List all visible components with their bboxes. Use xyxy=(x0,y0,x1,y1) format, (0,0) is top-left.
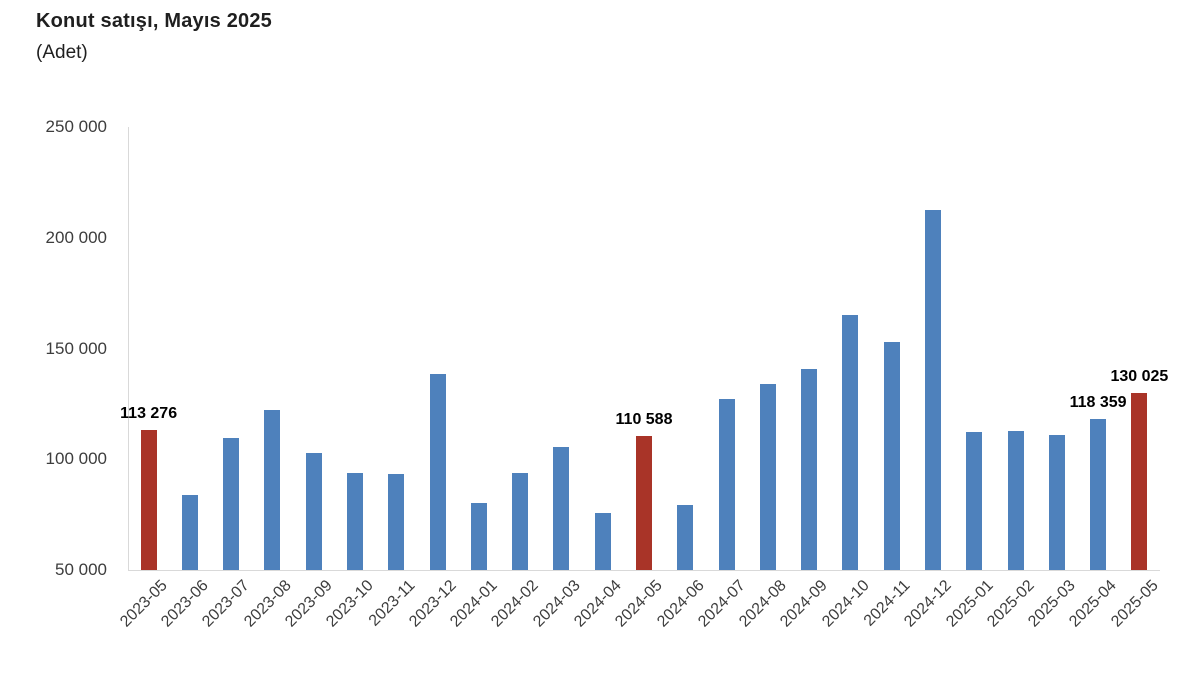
bar xyxy=(842,314,859,570)
bar xyxy=(470,502,487,570)
bar xyxy=(223,438,240,570)
bar xyxy=(1007,430,1024,570)
bar xyxy=(305,453,322,570)
y-axis-line xyxy=(128,127,129,570)
bar-data-label: 110 588 xyxy=(615,410,673,428)
bar xyxy=(347,473,364,570)
bar xyxy=(553,447,570,570)
y-axis-tick-label: 150 000 xyxy=(45,338,107,358)
y-axis-tick-label: 100 000 xyxy=(45,449,107,469)
bar xyxy=(264,410,281,570)
bar xyxy=(512,472,529,570)
chart-unit-label: (Adet) xyxy=(36,42,88,63)
bar xyxy=(883,341,900,570)
bar-highlighted xyxy=(140,429,157,570)
x-axis-line xyxy=(128,570,1160,571)
bar xyxy=(388,473,405,570)
bar xyxy=(181,495,198,570)
bar-highlighted xyxy=(636,435,652,570)
bar xyxy=(1090,418,1107,570)
bar xyxy=(594,513,611,570)
bar-data-label: 130 025 xyxy=(1110,367,1169,385)
bar xyxy=(1048,435,1065,570)
bar-data-label: 118 359 xyxy=(1069,393,1127,411)
bar xyxy=(924,209,941,570)
bar xyxy=(966,432,983,570)
bar-data-label: 113 276 xyxy=(120,404,178,422)
y-axis-tick-label: 250 000 xyxy=(45,117,107,136)
y-axis-tick-label: 200 000 xyxy=(45,227,107,247)
bar-highlighted xyxy=(1131,392,1148,570)
bar xyxy=(429,373,446,570)
y-axis-tick-label: 50 000 xyxy=(55,560,107,579)
chart-title: Konut satışı, Mayıs 2025 xyxy=(36,10,273,32)
bar xyxy=(759,383,776,570)
bar xyxy=(718,399,735,570)
bar xyxy=(677,505,694,570)
bar xyxy=(801,368,818,570)
